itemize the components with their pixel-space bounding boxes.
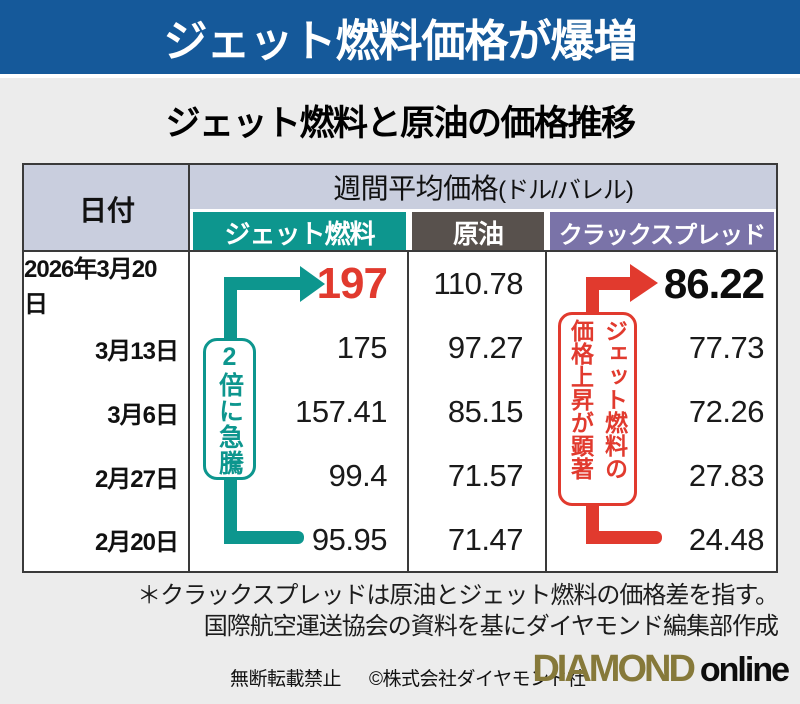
crack-spread-peak-value: 86.22	[663, 260, 765, 307]
crack-spread-annotation-badge: ジェット燃料の価格上昇が顕著	[558, 312, 637, 506]
copyright-label: ©株式会社ダイヤモンド社	[369, 669, 586, 690]
col-header-date: 日付	[24, 165, 190, 252]
crack-spread-arrow-line	[586, 531, 662, 544]
banner-title: ジェット燃料価格が爆増	[163, 17, 638, 66]
row1-crude-oil: 97.27	[409, 316, 547, 380]
table-divider	[24, 250, 776, 252]
crack-spread-value: 77.73	[688, 330, 765, 365]
row3-crude-oil: 71.57	[409, 444, 547, 508]
crude-oil-value: 97.27	[447, 330, 524, 365]
row3-crack-spread: 27.83	[547, 444, 776, 508]
row2-crack-spread: 72.26	[547, 380, 776, 444]
jet-fuel-value: 95.95	[311, 521, 388, 557]
row0-jet-fuel: 197	[190, 252, 409, 316]
jet-fuel-peak-value: 197	[316, 259, 388, 308]
row0-crack-spread: 86.22	[547, 252, 776, 316]
logo-online-text: online	[699, 651, 790, 689]
jet-fuel-arrow-line	[224, 277, 302, 290]
row2-date: 3月6日	[107, 401, 179, 429]
crack-spread-value: 24.48	[688, 521, 765, 557]
row0-date: 2026年3月20日	[24, 256, 157, 318]
col-header-crude-oil: 原油	[412, 212, 544, 252]
jet-fuel-value: 99.4	[328, 458, 388, 493]
crack-spread-value: 27.83	[688, 458, 765, 493]
crude-oil-value: 71.47	[447, 521, 524, 557]
footnote-source: 国際航空運送協会の資料を基にダイヤモンド編集部作成	[203, 613, 779, 640]
crude-oil-value: 85.15	[447, 394, 524, 429]
crack-spread-value: 72.26	[688, 394, 765, 429]
row1-jet-fuel: 175	[190, 316, 409, 380]
jet-fuel-value: 175	[336, 330, 388, 365]
price-table: 日付 週間平均価格 (ドル/バレル) ジェット燃料 原油 クラックスプレッド 20…	[22, 163, 778, 573]
row2-crude-oil: 85.15	[409, 380, 547, 444]
group-header-unit: (ドル/バレル)	[498, 176, 634, 204]
jet-fuel-value: 157.41	[295, 394, 387, 429]
row3-jet-fuel: 99.4	[190, 444, 409, 508]
crack-spread-arrow-icon	[630, 264, 658, 302]
copyright-bar: 無断転載禁止 ©株式会社ダイヤモンド社	[230, 664, 586, 691]
row1-date: 3月13日	[94, 337, 179, 365]
no-reproduction-label: 無断転載禁止	[230, 669, 342, 690]
row3-date: 2月27日	[94, 465, 179, 493]
jet-fuel-arrow-icon	[300, 266, 325, 302]
top-banner: ジェット燃料価格が爆増	[0, 0, 800, 78]
col-header-jet-fuel: ジェット燃料	[193, 212, 406, 252]
col-header-crack-spread: クラックスプレッド	[550, 212, 774, 252]
page-title: ジェット燃料と原油の価格推移	[165, 103, 636, 143]
row4-jet-fuel: 95.95	[190, 508, 409, 571]
group-header-label: 週間平均価格	[333, 173, 499, 204]
footnote-definition: ＊クラックスプレッドは原油とジェット燃料の価格差を指す。	[137, 582, 779, 609]
footnotes: ＊クラックスプレッドは原油とジェット燃料の価格差を指す。 国際航空運送協会の資料…	[137, 580, 779, 642]
row4-crude-oil: 71.47	[409, 508, 547, 571]
diamond-online-logo: DIAMOND online	[532, 648, 790, 691]
crude-oil-value: 71.57	[447, 458, 524, 493]
row0-crude-oil: 110.78	[409, 252, 547, 316]
table-divider	[545, 252, 547, 571]
crude-oil-value: 110.78	[433, 266, 523, 301]
row4-crack-spread: 24.48	[547, 508, 776, 571]
crack-spread-arrow-line	[586, 277, 632, 290]
row2-jet-fuel: 157.41	[190, 380, 409, 444]
jet-fuel-annotation-badge: 2倍に急騰	[203, 338, 256, 480]
table-divider	[188, 165, 190, 571]
table-divider	[407, 252, 409, 571]
row1-crack-spread: 77.73	[547, 316, 776, 380]
jet-fuel-arrow-line	[224, 531, 304, 544]
row4-date: 2月20日	[94, 529, 179, 556]
logo-diamond-text: DIAMOND	[532, 648, 696, 690]
group-header-weekly-avg: 週間平均価格 (ドル/バレル)	[190, 165, 776, 209]
